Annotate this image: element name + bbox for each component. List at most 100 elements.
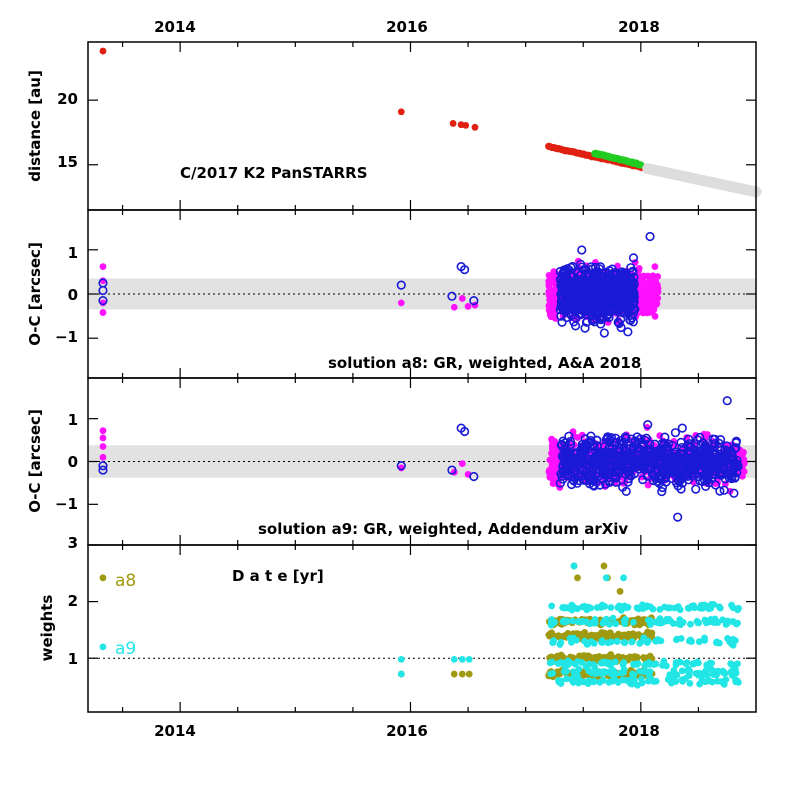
weight-point	[619, 631, 627, 639]
weight-point	[548, 653, 556, 661]
residual-point	[558, 474, 568, 484]
weight-point	[698, 602, 706, 610]
data-point	[99, 427, 107, 435]
data-point	[464, 302, 472, 310]
residual-point	[663, 439, 674, 449]
residual-point	[733, 460, 743, 471]
data-point	[450, 670, 458, 678]
residual-point	[553, 447, 560, 455]
weight-point	[689, 660, 697, 668]
data-point	[99, 434, 107, 442]
residual-point	[670, 428, 681, 438]
residual-point	[631, 440, 641, 451]
residual-point	[627, 283, 638, 294]
weight-point	[633, 653, 641, 661]
weight-point	[641, 661, 649, 669]
residual-point	[626, 289, 636, 299]
residual-point	[588, 440, 598, 450]
residual-point	[710, 434, 720, 444]
weight-point	[629, 677, 637, 685]
weight-point	[724, 619, 732, 627]
weight-point	[710, 671, 718, 678]
residual-point	[715, 486, 725, 496]
residual-point	[639, 302, 646, 310]
weight-point	[617, 602, 624, 610]
residual-point	[563, 448, 573, 458]
weight-point	[678, 667, 686, 675]
residual-point	[717, 456, 728, 466]
weight-point	[695, 638, 703, 646]
panel1-frame	[87, 41, 757, 211]
residual-point	[590, 470, 600, 480]
residual-point	[740, 459, 748, 467]
weight-point	[701, 616, 709, 624]
weight-point	[546, 659, 554, 667]
residual-point	[703, 449, 714, 459]
weight-point	[612, 620, 620, 628]
weight-point	[646, 676, 654, 684]
residual-point	[559, 298, 570, 309]
data-point	[570, 562, 578, 570]
weight-point	[600, 668, 608, 675]
residual-point	[724, 462, 734, 472]
residual-point	[691, 484, 701, 494]
data-point	[98, 285, 108, 296]
weight-point	[682, 660, 690, 668]
data-point	[465, 670, 473, 678]
residual-point	[576, 450, 586, 461]
residual-point	[606, 298, 616, 308]
weight-point	[555, 678, 563, 686]
residual-point	[564, 431, 574, 441]
weight-point	[599, 619, 607, 627]
residual-point	[690, 453, 700, 463]
residual-point	[695, 458, 705, 468]
bottom-tick-label: 2014	[154, 722, 196, 740]
weight-point	[652, 677, 660, 685]
weight-point	[545, 631, 553, 639]
weight-point	[570, 668, 577, 676]
weight-point	[581, 637, 588, 645]
residual-point	[548, 435, 556, 443]
weight-point	[580, 678, 588, 686]
data-point	[99, 574, 107, 582]
residual-point	[611, 477, 621, 487]
weight-point	[619, 654, 627, 661]
panel1-ylabel: distance [au]	[26, 70, 44, 182]
residual-point	[617, 289, 627, 300]
data-point	[99, 643, 107, 651]
residual-point	[605, 282, 615, 292]
weight-point	[549, 669, 557, 677]
residual-point	[720, 474, 730, 484]
weight-point	[547, 618, 555, 626]
residual-point	[693, 435, 703, 445]
data-point	[99, 309, 107, 316]
weight-point	[672, 661, 680, 669]
residual-point	[558, 467, 569, 478]
residual-point	[617, 272, 627, 283]
plot-layer	[88, 42, 762, 712]
residual-point	[651, 263, 659, 271]
residual-point	[729, 488, 739, 498]
residual-point	[622, 288, 632, 298]
p3-ytick: 1	[68, 411, 78, 429]
weight-point	[734, 677, 741, 685]
residual-point	[642, 308, 649, 315]
weight-point	[575, 665, 583, 673]
residual-point	[678, 445, 688, 456]
data-point	[99, 47, 107, 55]
weight-point	[691, 604, 699, 612]
weight-point	[708, 659, 715, 667]
data-point	[602, 574, 610, 582]
weight-point	[606, 659, 614, 667]
weight-point	[585, 667, 593, 675]
residual-point	[643, 424, 651, 431]
legend-a8-label: a8	[115, 571, 136, 591]
data-point	[460, 265, 470, 275]
residual-point	[662, 455, 673, 465]
residual-point	[722, 441, 732, 451]
weight-point	[601, 630, 609, 637]
weight-point	[726, 638, 733, 646]
weight-point	[694, 619, 702, 627]
residual-point	[655, 470, 665, 480]
